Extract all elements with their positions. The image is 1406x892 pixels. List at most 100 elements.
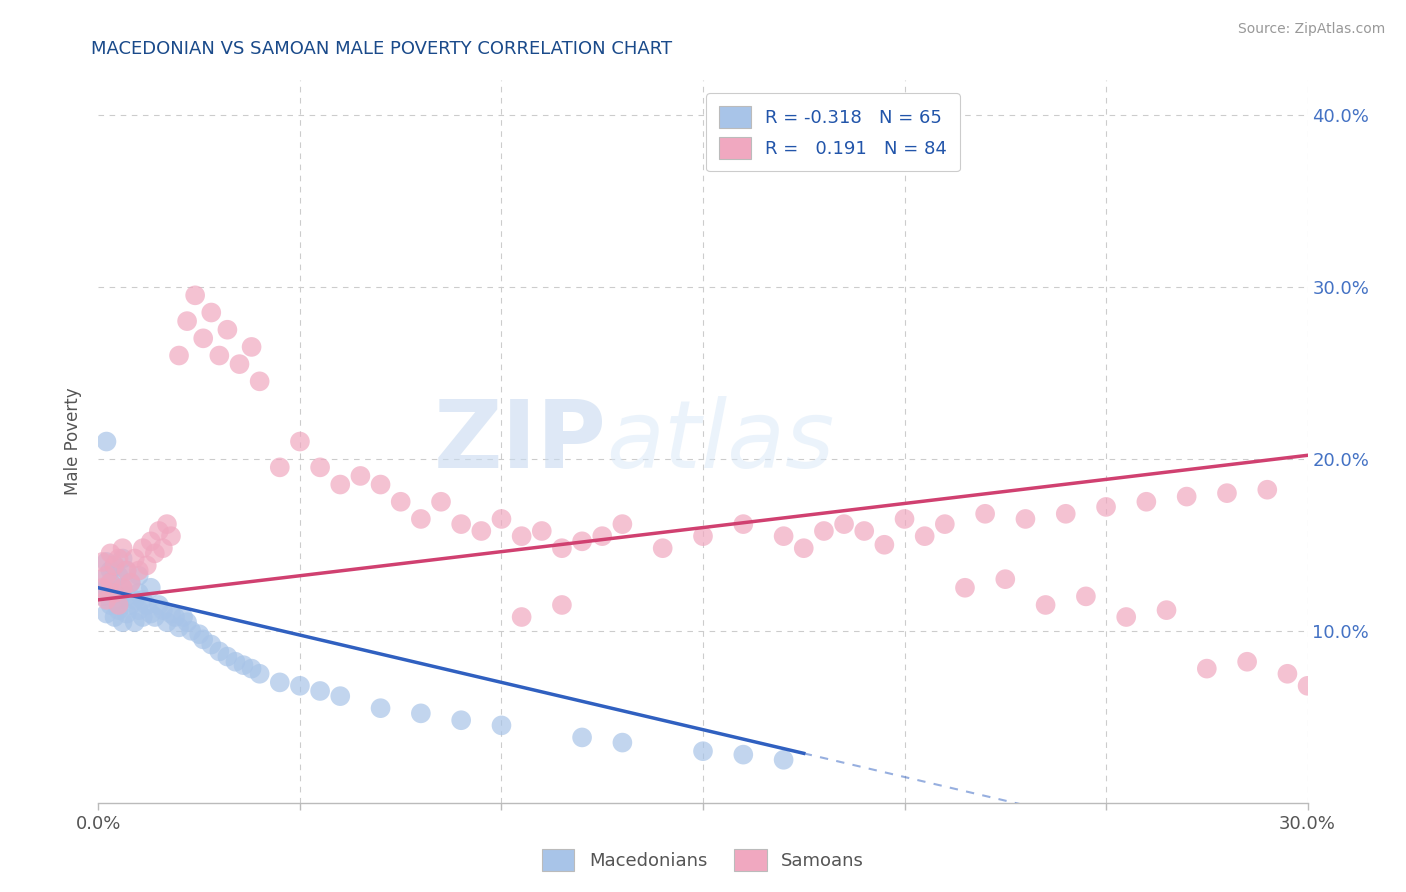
Point [180, 624, 202, 638]
Point [107, 568, 129, 582]
Point [591, 529, 613, 543]
Point [510, 610, 533, 624]
Point [103, 586, 125, 600]
Legend: R = -0.318   N = 65, R =   0.191   N = 84: R = -0.318 N = 65, R = 0.191 N = 84 [706, 93, 960, 171]
Point [176, 314, 198, 328]
Point [571, 731, 593, 745]
Point [1115, 610, 1137, 624]
Point [208, 644, 231, 658]
Point [103, 558, 125, 573]
Point [430, 494, 453, 508]
Point [530, 524, 553, 538]
Point [111, 541, 134, 556]
Point [409, 512, 432, 526]
Point [1095, 500, 1118, 514]
Point [1296, 679, 1319, 693]
Point [733, 747, 755, 762]
Point [934, 517, 956, 532]
Point [832, 517, 855, 532]
Point [115, 607, 138, 621]
Point [612, 735, 634, 749]
Point [349, 469, 371, 483]
Y-axis label: Male Poverty: Male Poverty [65, 388, 83, 495]
Text: MACEDONIAN VS SAMOAN MALE POVERTY CORRELATION CHART: MACEDONIAN VS SAMOAN MALE POVERTY CORREL… [91, 40, 672, 58]
Point [91, 555, 114, 569]
Point [184, 288, 207, 302]
Point [160, 607, 183, 621]
Point [100, 575, 122, 590]
Point [160, 529, 183, 543]
Point [953, 581, 976, 595]
Point [152, 603, 174, 617]
Point [120, 575, 142, 590]
Point [163, 610, 186, 624]
Point [240, 662, 263, 676]
Point [135, 598, 157, 612]
Point [288, 679, 311, 693]
Point [148, 524, 170, 538]
Point [470, 524, 492, 538]
Point [450, 713, 472, 727]
Point [128, 568, 150, 582]
Point [793, 541, 815, 556]
Point [200, 638, 222, 652]
Point [135, 558, 157, 573]
Point [1054, 507, 1077, 521]
Point [103, 558, 125, 573]
Point [172, 610, 194, 624]
Point [269, 460, 291, 475]
Point [132, 541, 155, 556]
Point [167, 349, 190, 363]
Point [103, 610, 125, 624]
Point [733, 517, 755, 532]
Point [139, 607, 162, 621]
Point [156, 517, 179, 532]
Point [124, 615, 146, 630]
Point [111, 581, 134, 595]
Point [612, 517, 634, 532]
Point [1216, 486, 1239, 500]
Point [96, 581, 118, 595]
Point [450, 517, 472, 532]
Point [167, 620, 190, 634]
Point [124, 592, 146, 607]
Point [128, 564, 150, 578]
Point [193, 331, 215, 345]
Point [143, 610, 166, 624]
Point [156, 615, 179, 630]
Point [329, 689, 352, 703]
Point [176, 615, 198, 630]
Point [143, 546, 166, 560]
Point [813, 524, 835, 538]
Point [1195, 662, 1218, 676]
Point [193, 632, 215, 647]
Point [152, 541, 174, 556]
Point [100, 575, 122, 590]
Point [370, 477, 392, 491]
Point [132, 610, 155, 624]
Point [148, 598, 170, 612]
Point [111, 615, 134, 630]
Point [1256, 483, 1278, 497]
Point [893, 512, 915, 526]
Point [249, 666, 271, 681]
Point [389, 494, 412, 508]
Point [120, 575, 142, 590]
Point [551, 598, 574, 612]
Point [309, 460, 332, 475]
Point [107, 592, 129, 607]
Point [309, 684, 332, 698]
Point [128, 603, 150, 617]
Point [96, 434, 118, 449]
Text: atlas: atlas [606, 396, 835, 487]
Point [551, 541, 574, 556]
Point [1175, 490, 1198, 504]
Point [128, 586, 150, 600]
Point [208, 349, 231, 363]
Point [217, 323, 239, 337]
Point [329, 477, 352, 491]
Point [974, 507, 997, 521]
Legend: Macedonians, Samoans: Macedonians, Samoans [534, 842, 872, 879]
Point [240, 340, 263, 354]
Point [370, 701, 392, 715]
